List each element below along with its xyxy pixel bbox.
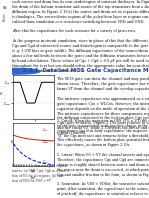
- Text: Points: Points: [3, 12, 7, 21]
- Text: $C_{gb}$: $C_{gb}$: [42, 159, 49, 166]
- Text: The MOS gate can show the channel and may parallel
shown areas. Therefore, the g: The MOS gate can show the channel and ma…: [57, 77, 149, 135]
- X-axis label: $V_G$: $V_G$: [30, 130, 37, 138]
- Y-axis label: $C$: $C$: [10, 138, 14, 145]
- Y-axis label: $C$: $C$: [0, 90, 4, 97]
- Text: FIGURE 2.19  Intrinsic gate capaci-
tances: (a) Cgs, Cgd, Cgb as a func-
tion of: FIGURE 2.19 Intrinsic gate capaci- tance…: [12, 164, 67, 183]
- Text: 86: 86: [3, 6, 8, 10]
- Text: 2.3.1  Detailed MOS Gate Capacitance Model: 2.3.1 Detailed MOS Gate Capacitance Mode…: [23, 68, 149, 73]
- Text: (b): (b): [31, 175, 36, 180]
- Text: $C_{gd}$: $C_{gd}$: [42, 138, 49, 145]
- Text: (a): (a): [31, 128, 36, 132]
- Circle shape: [0, 69, 40, 74]
- Text: $C_{gs}$: $C_{gs}$: [42, 126, 49, 133]
- Text: 1. Cutoff: When the transistor in OFF (VG < VT) the channel is not inverted and : 1. Cutoff: When the transistor in OFF (V…: [57, 119, 149, 198]
- Text: each source and drain has its own oxide/region of constant thickness. In Figure
: each source and drain has its own oxide/…: [12, 0, 149, 73]
- X-axis label: $V_D$: $V_D$: [30, 168, 37, 175]
